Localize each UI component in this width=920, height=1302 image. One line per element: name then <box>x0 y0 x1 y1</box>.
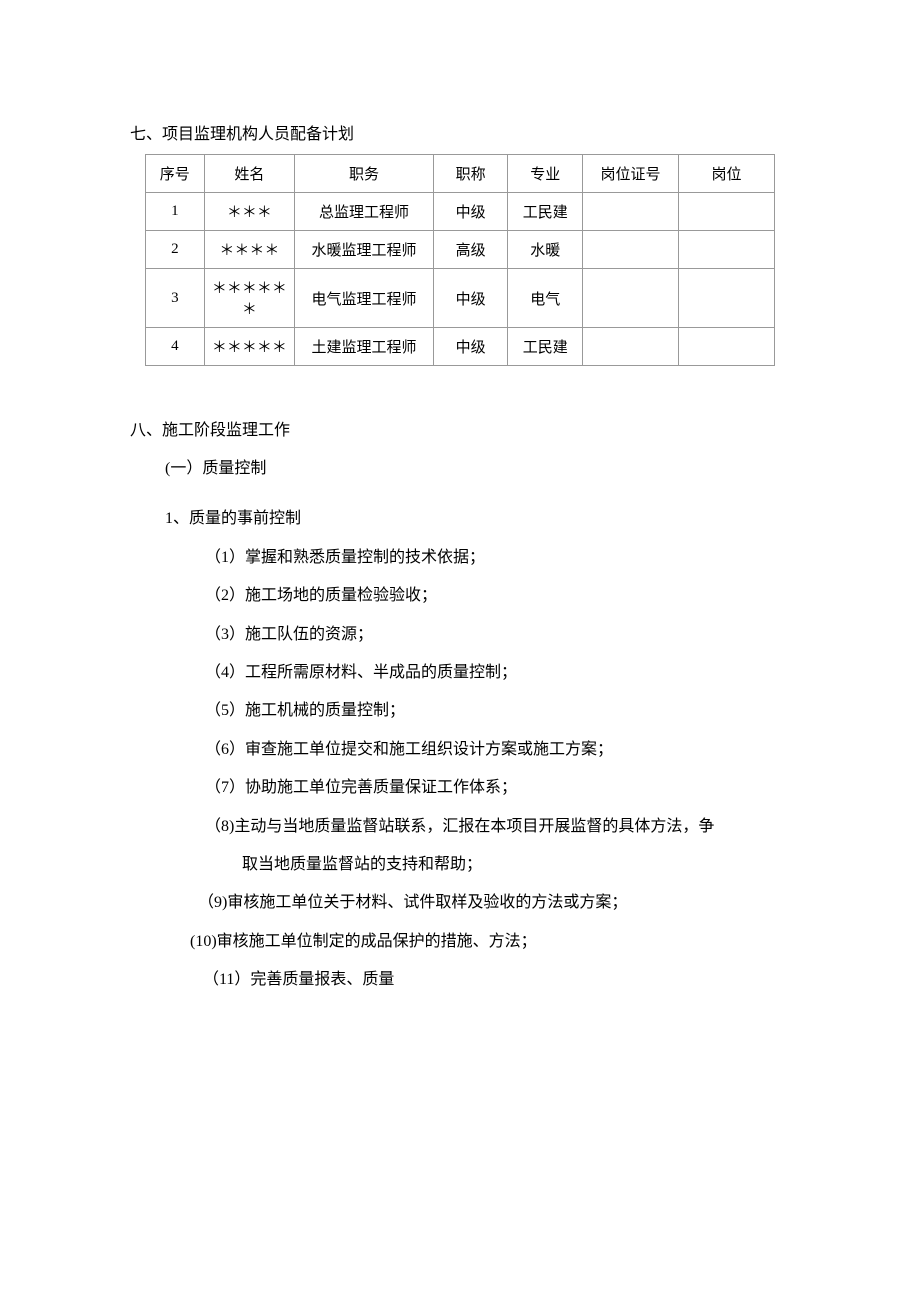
cell-title: 中级 <box>433 328 508 366</box>
col-header-name: 姓名 <box>204 155 295 193</box>
col-header-post: 岗位 <box>679 155 775 193</box>
staff-table: 序号 姓名 职务 职称 专业 岗位证号 岗位 1 ＊＊＊ 总监理工程师 中级 工… <box>145 154 775 366</box>
table-header-row: 序号 姓名 职务 职称 专业 岗位证号 岗位 <box>146 155 775 193</box>
table-row: 4 ＊＊＊＊＊ 土建监理工程师 中级 工民建 <box>146 328 775 366</box>
cell-title: 中级 <box>433 269 508 328</box>
cell-title: 中级 <box>433 193 508 231</box>
subsection-1: (一）质量控制 <box>165 450 790 488</box>
list-item: （11）完善质量报表、质量 <box>203 961 790 999</box>
cell-seq: 3 <box>146 269 205 328</box>
list-item: （7）协助施工单位完善质量保证工作体系； <box>205 769 790 807</box>
cell-name: ＊＊＊＊＊ <box>204 328 295 366</box>
cell-major: 电气 <box>508 269 583 328</box>
table-row: 3 ＊＊＊＊＊＊ 电气监理工程师 中级 电气 <box>146 269 775 328</box>
cell-name: ＊＊＊＊＊＊ <box>204 269 295 328</box>
cell-post <box>679 231 775 269</box>
list-item: (10)审核施工单位制定的成品保护的措施、方法； <box>190 923 790 961</box>
cell-major: 水暖 <box>508 231 583 269</box>
cell-duty: 水暖监理工程师 <box>295 231 434 269</box>
list-item: （8)主动与当地质量监督站联系，汇报在本项目开展监督的具体方法，争 <box>205 808 790 846</box>
cell-cert <box>583 231 679 269</box>
cell-post <box>679 193 775 231</box>
list-item: （3）施工队伍的资源； <box>205 616 790 654</box>
col-header-seq: 序号 <box>146 155 205 193</box>
col-header-title: 职称 <box>433 155 508 193</box>
col-header-cert: 岗位证号 <box>583 155 679 193</box>
table-row: 1 ＊＊＊ 总监理工程师 中级 工民建 <box>146 193 775 231</box>
cell-seq: 4 <box>146 328 205 366</box>
section-7-title: 七、项目监理机构人员配备计划 <box>130 120 790 144</box>
cell-duty: 总监理工程师 <box>295 193 434 231</box>
list-item: （1）掌握和熟悉质量控制的技术依据； <box>205 539 790 577</box>
list-item: （9)审核施工单位关于材料、试件取样及验收的方法或方案； <box>198 884 790 922</box>
cell-post <box>679 328 775 366</box>
cell-major: 工民建 <box>508 328 583 366</box>
subsection-1-1: 1、质量的事前控制 <box>165 500 790 538</box>
cell-cert <box>583 328 679 366</box>
cell-title: 高级 <box>433 231 508 269</box>
cell-post <box>679 269 775 328</box>
section-8-title: 八、施工阶段监理工作 <box>130 416 790 440</box>
cell-seq: 1 <box>146 193 205 231</box>
cell-name: ＊＊＊＊ <box>204 231 295 269</box>
cell-name: ＊＊＊ <box>204 193 295 231</box>
list-item: （2）施工场地的质量检验验收； <box>205 577 790 615</box>
cell-duty: 土建监理工程师 <box>295 328 434 366</box>
cell-major: 工民建 <box>508 193 583 231</box>
list-item: （5）施工机械的质量控制； <box>205 692 790 730</box>
col-header-duty: 职务 <box>295 155 434 193</box>
table-row: 2 ＊＊＊＊ 水暖监理工程师 高级 水暖 <box>146 231 775 269</box>
list-item: （6）审查施工单位提交和施工组织设计方案或施工方案； <box>205 731 790 769</box>
cell-cert <box>583 269 679 328</box>
list-item-continuation: 取当地质量监督站的支持和帮助； <box>242 846 790 884</box>
cell-seq: 2 <box>146 231 205 269</box>
col-header-major: 专业 <box>508 155 583 193</box>
cell-duty: 电气监理工程师 <box>295 269 434 328</box>
cell-cert <box>583 193 679 231</box>
list-item: （4）工程所需原材料、半成品的质量控制； <box>205 654 790 692</box>
